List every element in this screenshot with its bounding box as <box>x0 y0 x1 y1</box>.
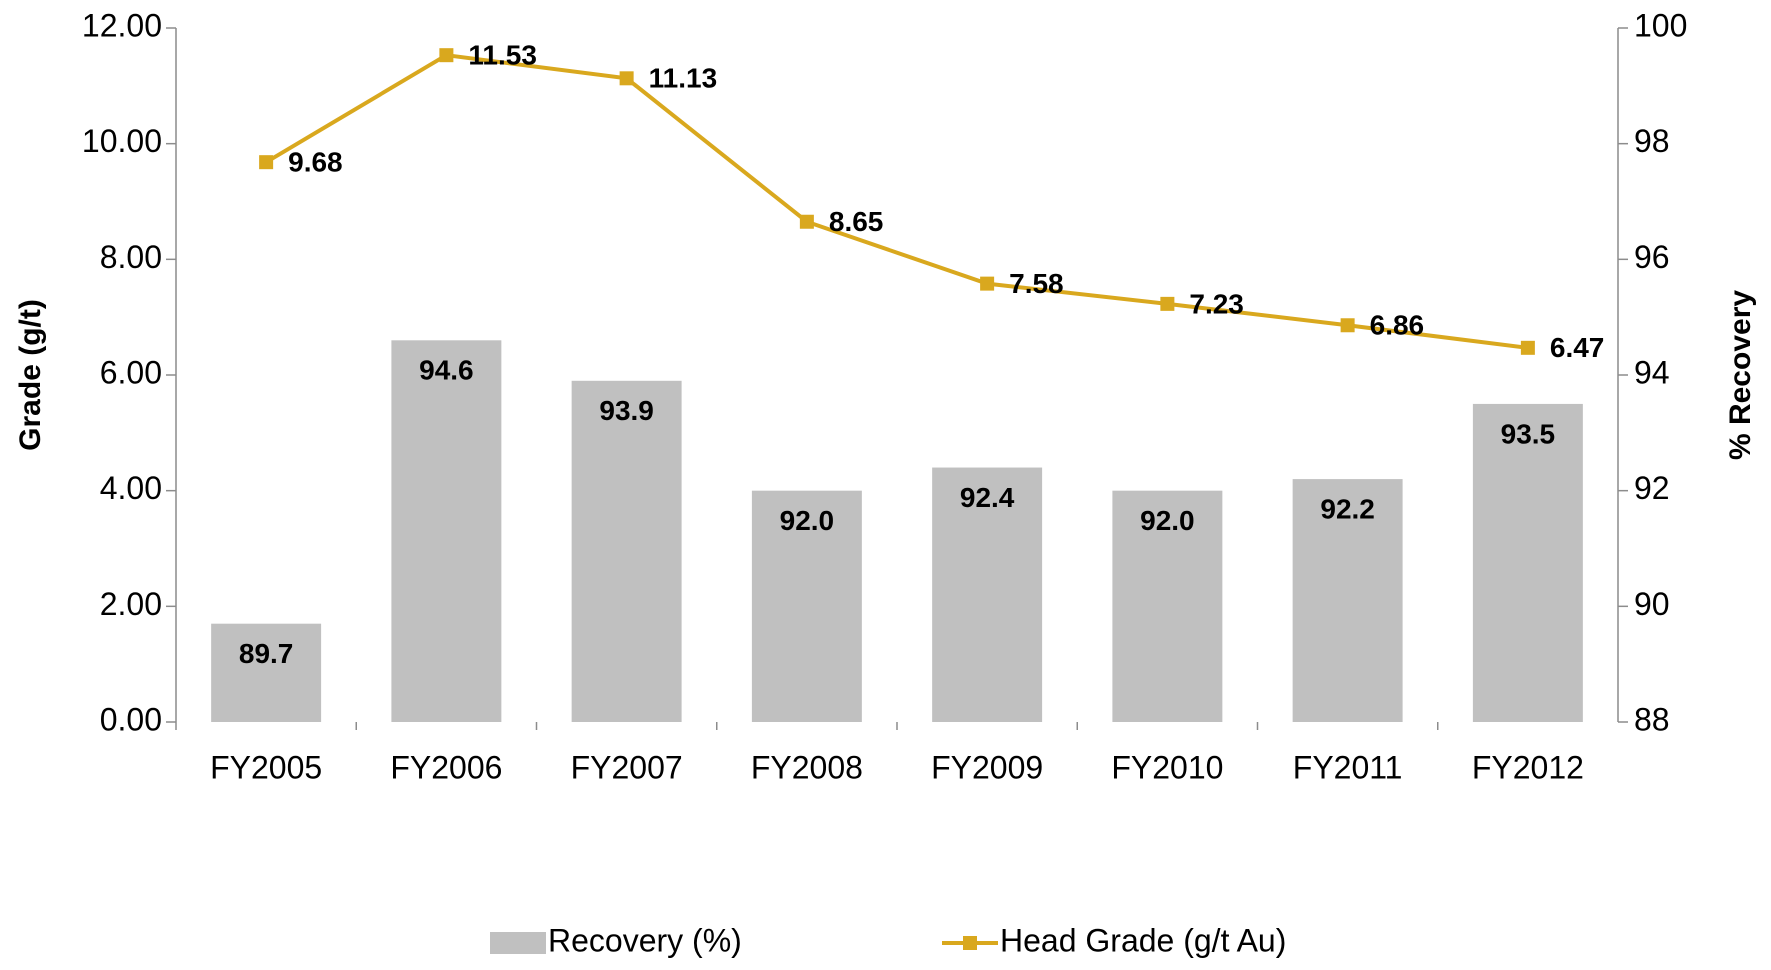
bar-label: 92.4 <box>960 482 1015 513</box>
x-tick-label: FY2009 <box>931 749 1043 785</box>
bar-label: 92.0 <box>780 505 835 536</box>
point-label: 6.47 <box>1550 332 1605 363</box>
x-tick-label: FY2007 <box>571 749 683 785</box>
y-tick-label: 6.00 <box>100 354 162 390</box>
line <box>265 53 1529 350</box>
x-tick-label: FY2006 <box>390 749 502 785</box>
x-tick-label: FY2005 <box>210 749 322 785</box>
y2-tick-label: 98 <box>1634 123 1670 159</box>
bar <box>571 380 682 722</box>
y2-tick-label: 96 <box>1634 239 1670 275</box>
x-tick-label: FY2011 <box>1293 749 1403 785</box>
bar <box>1292 479 1403 722</box>
bar <box>1112 490 1223 722</box>
point-label: 8.65 <box>829 206 884 237</box>
bar <box>932 467 1043 722</box>
marker <box>1160 296 1175 311</box>
y-tick-label: 8.00 <box>100 239 162 275</box>
x-tick-label: FY2010 <box>1111 749 1223 785</box>
y2-tick-label: 90 <box>1634 586 1670 622</box>
marker <box>259 155 274 170</box>
bar-label: 92.2 <box>1320 493 1375 524</box>
point-label: 7.23 <box>1189 288 1244 319</box>
bar <box>391 340 502 722</box>
point-label: 6.86 <box>1370 310 1425 341</box>
y-tick-label: 12.00 <box>82 7 162 43</box>
bar-label: 93.9 <box>599 395 654 426</box>
marker <box>619 71 634 86</box>
marker <box>1520 340 1535 355</box>
y2-axis-title: % Recovery <box>1724 290 1757 460</box>
bar-label: 89.7 <box>239 638 294 669</box>
bar <box>1472 403 1583 722</box>
marker <box>439 48 454 63</box>
point-label: 11.53 <box>468 40 537 71</box>
y-tick-label: 2.00 <box>100 586 162 622</box>
marker <box>799 214 814 229</box>
bar <box>211 623 322 722</box>
legend-label: Recovery (%) <box>548 922 742 958</box>
bar-label: 93.5 <box>1501 418 1556 449</box>
marker <box>980 276 995 291</box>
y2-tick-label: 92 <box>1634 470 1670 506</box>
y-axis-title: Grade (g/t) <box>14 299 47 451</box>
marker <box>1340 318 1355 333</box>
point-label: 9.68 <box>288 147 343 178</box>
y-tick-label: 0.00 <box>100 701 162 737</box>
legend-swatch <box>490 932 546 954</box>
y2-tick-label: 88 <box>1634 701 1670 737</box>
point-label: 7.58 <box>1009 268 1064 299</box>
y-tick-label: 4.00 <box>100 470 162 506</box>
bar-label: 94.6 <box>419 355 474 386</box>
x-tick-label: FY2008 <box>751 749 863 785</box>
point-label: 11.13 <box>649 63 718 94</box>
bar-label: 92.0 <box>1140 505 1195 536</box>
y2-tick-label: 94 <box>1634 354 1670 390</box>
legend-marker <box>963 936 977 950</box>
x-tick-label: FY2012 <box>1472 749 1584 785</box>
bar <box>751 490 862 722</box>
y-tick-label: 10.00 <box>82 123 162 159</box>
legend-label: Head Grade (g/t Au) <box>1000 922 1286 958</box>
y2-tick-label: 100 <box>1634 7 1687 43</box>
